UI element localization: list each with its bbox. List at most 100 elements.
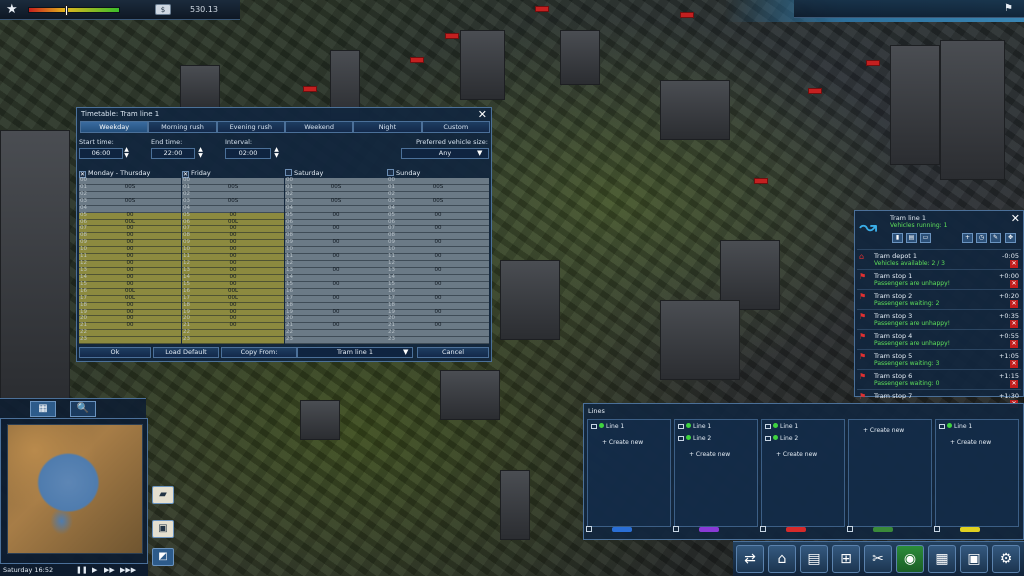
hour-row[interactable]: 03 00S bbox=[387, 198, 489, 206]
line-checkbox[interactable] bbox=[765, 436, 771, 441]
edit-icon[interactable]: ✎ bbox=[990, 233, 1001, 243]
hour-row[interactable]: 10 00 bbox=[79, 246, 181, 255]
layers-icon[interactable]: ◩ bbox=[152, 548, 174, 566]
close-icon[interactable]: ✕ bbox=[477, 108, 487, 121]
hour-row[interactable]: 07 00 bbox=[285, 226, 387, 234]
hour-row[interactable]: 00 bbox=[182, 177, 284, 185]
hour-row[interactable]: 04 bbox=[285, 205, 387, 213]
hour-row[interactable]: 19 00 bbox=[79, 309, 181, 317]
hour-row[interactable]: 18 bbox=[387, 302, 489, 310]
hour-row[interactable]: 21 00 bbox=[285, 323, 387, 331]
hour-row[interactable]: 21 00 bbox=[182, 323, 284, 331]
create-new-line-button[interactable]: + Create new bbox=[689, 451, 731, 458]
hour-row[interactable]: 03 00S bbox=[79, 198, 181, 206]
copy-from-button[interactable]: Copy From: bbox=[221, 347, 297, 358]
money-icon[interactable]: $ bbox=[155, 4, 171, 15]
hour-row[interactable]: 16 bbox=[285, 288, 387, 296]
zoom-icon[interactable]: 🔍 bbox=[70, 401, 96, 417]
minimap[interactable] bbox=[0, 418, 148, 564]
routes-icon[interactable]: ⇄ bbox=[736, 545, 764, 573]
hour-row[interactable]: 01 00S bbox=[285, 184, 387, 192]
day-checkbox[interactable]: ✕ bbox=[79, 171, 86, 178]
vehicle-type-icon[interactable] bbox=[934, 526, 1014, 534]
stop-marker[interactable] bbox=[754, 178, 768, 184]
hour-row[interactable]: 01 00S bbox=[387, 184, 489, 192]
timetable-icon[interactable]: ▤ bbox=[906, 233, 917, 243]
hour-row[interactable]: 08 00 bbox=[79, 233, 181, 241]
bus-icon[interactable]: ⊞ bbox=[832, 545, 860, 573]
hour-row[interactable]: 09 00 bbox=[79, 240, 181, 248]
hour-row[interactable]: 02 bbox=[182, 191, 284, 199]
line-checkbox[interactable] bbox=[678, 424, 684, 429]
hour-row[interactable]: 13 00 bbox=[387, 267, 489, 275]
minimap-image[interactable] bbox=[7, 424, 143, 554]
hour-row[interactable]: 23 bbox=[182, 336, 284, 345]
screenshot-icon[interactable]: ▣ bbox=[152, 520, 174, 538]
stop-marker[interactable] bbox=[808, 88, 822, 94]
pause-icon[interactable]: ❚❚ bbox=[76, 566, 88, 574]
load-default-button[interactable]: Load Default bbox=[153, 347, 219, 358]
hour-row[interactable]: 21 00 bbox=[387, 323, 489, 331]
hour-row[interactable]: 12 bbox=[285, 260, 387, 268]
hour-row[interactable]: 05 00 bbox=[79, 212, 181, 220]
line-checkbox[interactable] bbox=[765, 424, 771, 429]
move-icon[interactable]: ✥ bbox=[1005, 233, 1016, 243]
hour-row[interactable]: 07 00 bbox=[79, 226, 181, 234]
hour-row[interactable]: 20 00 bbox=[79, 316, 181, 324]
hour-row[interactable]: 17 00L bbox=[79, 295, 181, 303]
hour-row[interactable]: 15 00 bbox=[182, 281, 284, 289]
station-icon[interactable]: ⌂ bbox=[768, 545, 796, 573]
hour-row[interactable]: 00 bbox=[79, 177, 181, 185]
end-time-field[interactable]: 22:00 bbox=[151, 148, 195, 159]
hour-row[interactable]: 17 00 bbox=[387, 295, 489, 303]
stop-marker[interactable] bbox=[445, 33, 459, 39]
hour-row[interactable]: 12 00 bbox=[79, 260, 181, 268]
hour-row[interactable]: 18 00 bbox=[182, 302, 284, 310]
bus-icon[interactable]: ▭ bbox=[920, 233, 931, 243]
hour-row[interactable]: 18 bbox=[285, 302, 387, 310]
hour-row[interactable]: 06 bbox=[285, 219, 387, 227]
hour-row[interactable]: 03 00S bbox=[182, 198, 284, 206]
gear-icon[interactable]: ⚙ bbox=[992, 545, 1020, 573]
briefcase-icon[interactable]: ▣ bbox=[960, 545, 988, 573]
hour-row[interactable]: 03 00S bbox=[285, 198, 387, 206]
hour-row[interactable]: 13 00 bbox=[285, 267, 387, 275]
copy-source-select[interactable]: Tram line 1 bbox=[297, 347, 413, 358]
tools-icon[interactable]: ✂ bbox=[864, 545, 892, 573]
vehicle-type-icon[interactable] bbox=[760, 526, 840, 534]
tab-weekday[interactable]: Weekday bbox=[80, 121, 149, 133]
hour-row[interactable]: 16 00L bbox=[79, 288, 181, 296]
hour-row[interactable]: 05 00 bbox=[387, 212, 489, 220]
hour-row[interactable]: 01 00S bbox=[79, 184, 181, 192]
hour-row[interactable]: 20 00 bbox=[182, 316, 284, 324]
close-icon[interactable]: ✕ bbox=[1010, 212, 1020, 225]
hour-row[interactable]: 09 00 bbox=[387, 240, 489, 248]
line-checkbox[interactable] bbox=[591, 424, 597, 429]
hour-row[interactable]: 22 bbox=[79, 330, 181, 338]
tram-icon[interactable]: ◉ bbox=[896, 545, 924, 573]
fast-forward-icon[interactable]: ▶▶ bbox=[104, 566, 115, 574]
hour-row[interactable]: 20 bbox=[387, 316, 489, 324]
stop-marker[interactable] bbox=[410, 57, 424, 63]
interval-field[interactable]: 02:00 bbox=[225, 148, 271, 159]
hour-row[interactable]: 11 00 bbox=[285, 253, 387, 262]
start-time-field[interactable]: 06:00 bbox=[79, 148, 123, 159]
hour-row[interactable]: 02 bbox=[285, 191, 387, 199]
tab-night[interactable]: Night bbox=[353, 121, 422, 133]
line-entry[interactable]: Line 1 bbox=[591, 423, 624, 430]
hour-row[interactable]: 05 00 bbox=[285, 212, 387, 220]
stop-row[interactable]: ⚑ Tram stop 2 +0:20 Passengers waiting: 2 ✕ bbox=[857, 289, 1021, 308]
vehicle-type-icon[interactable] bbox=[586, 526, 666, 534]
remove-stop-icon[interactable]: ✕ bbox=[1010, 340, 1018, 348]
hour-row[interactable]: 04 bbox=[79, 205, 181, 213]
hour-row[interactable]: 11 00 bbox=[79, 253, 181, 262]
remove-stop-icon[interactable]: ✕ bbox=[1010, 300, 1018, 308]
hour-row[interactable]: 11 00 bbox=[387, 253, 489, 262]
hour-row[interactable]: 13 00 bbox=[182, 267, 284, 275]
hour-row[interactable]: 06 00L bbox=[79, 219, 181, 227]
hour-row[interactable]: 09 00 bbox=[182, 240, 284, 248]
vehicle-type-icon[interactable] bbox=[847, 526, 927, 534]
hour-row[interactable]: 12 00 bbox=[182, 260, 284, 268]
hour-row[interactable]: 19 00 bbox=[387, 309, 489, 317]
line-checkbox[interactable] bbox=[678, 436, 684, 441]
